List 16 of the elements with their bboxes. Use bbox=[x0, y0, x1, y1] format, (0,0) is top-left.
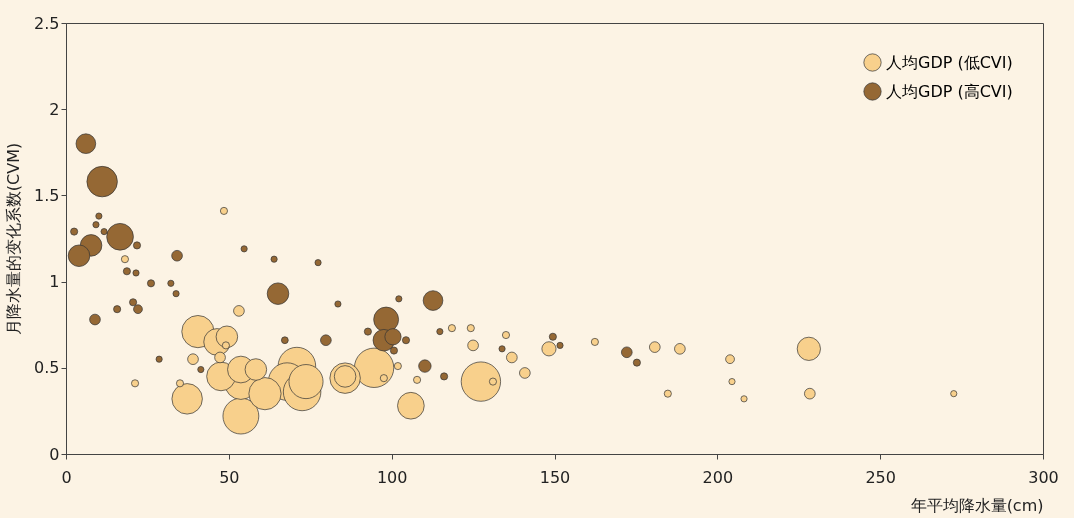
y-tick-label: 2.5 bbox=[34, 13, 60, 33]
x-tick-label: 250 bbox=[865, 467, 896, 487]
x-tick-label: 200 bbox=[702, 467, 734, 487]
y-tick-label: 1.5 bbox=[34, 185, 60, 205]
legend-label: 人均GDP (低CVI) bbox=[886, 52, 1013, 72]
y-tick-label: 2 bbox=[49, 99, 60, 119]
y-tick-label: 1 bbox=[49, 272, 60, 292]
x-tick-label: 100 bbox=[376, 467, 408, 487]
x-axis-title: 年平均降水量(cm) bbox=[910, 495, 1044, 515]
y-tick-label: 0.5 bbox=[34, 358, 60, 378]
y-axis-title: 月降水量的变化系数(CVM) bbox=[4, 142, 24, 336]
x-tick-label: 150 bbox=[539, 467, 571, 487]
x-tick-label: 50 bbox=[219, 467, 240, 487]
x-tick-label: 300 bbox=[1028, 467, 1059, 487]
legend-label: 人均GDP (高CVI) bbox=[886, 81, 1013, 101]
y-tick-label: 0 bbox=[49, 444, 60, 464]
